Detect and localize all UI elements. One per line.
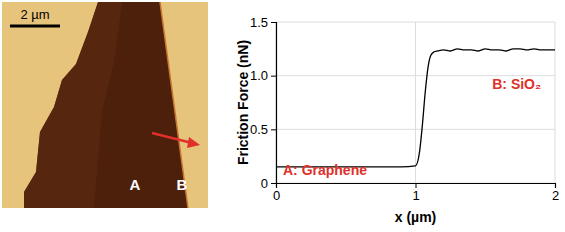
region-label: A: [130, 176, 141, 193]
tick-label: 1.5: [250, 15, 268, 30]
grid-line-x: [555, 22, 556, 183]
tick: 1: [412, 183, 419, 203]
scan-arrow: [152, 133, 192, 143]
figure: 2 µm A B 0 1 2 0 0.5 1.0 1.5 x (µm) Friction Force …: [0, 0, 565, 232]
grid: [276, 22, 555, 183]
tick: 0: [261, 176, 276, 191]
tick-mark: [271, 76, 276, 77]
tick-label: 0: [261, 176, 268, 191]
tick: 0: [273, 183, 280, 203]
tick: 2: [552, 183, 559, 203]
y-axis: 0 0.5 1.0 1.5: [250, 15, 277, 191]
grid-line-x: [415, 22, 416, 183]
chart: 0 1 2 0 0.5 1.0 1.5 x (µm) Friction Force (nN) A:…: [235, 15, 559, 225]
scale-bar-label: 2 µm: [20, 7, 49, 22]
tick-mark: [271, 22, 276, 23]
grid-line-y: [276, 22, 555, 23]
scan-arrow-head: [187, 137, 200, 148]
annotation: B: SiO₂: [492, 76, 541, 92]
data-line: [276, 49, 555, 167]
tick-mark: [271, 129, 276, 130]
tick-label: 2: [552, 188, 559, 203]
tick: 0.5: [250, 122, 276, 137]
flake-edge: [160, 2, 188, 208]
graphene-flake: [24, 2, 188, 208]
y-axis-title: Friction Force (nN): [235, 40, 251, 165]
tick-label: 0.5: [250, 122, 268, 137]
tick: 1.0: [250, 68, 276, 83]
tick-label: 1: [412, 188, 419, 203]
afm-image: 2 µm A B: [2, 2, 208, 208]
substrate: [2, 2, 208, 208]
x-axis: 0 1 2: [273, 183, 559, 203]
annotation: A: Graphene: [283, 162, 367, 178]
tick: 1.5: [250, 15, 276, 30]
region-label: B: [177, 176, 188, 193]
tick-label: 0: [273, 188, 280, 203]
grid-line-y: [276, 129, 555, 130]
plot-area: [276, 49, 555, 167]
tick-label: 1.0: [250, 68, 268, 83]
scale-bar: [10, 25, 60, 28]
flake-region: [24, 2, 122, 208]
tick-mark: [271, 183, 276, 184]
x-axis-title: x (µm): [395, 209, 437, 225]
axis-line: [271, 23, 277, 184]
